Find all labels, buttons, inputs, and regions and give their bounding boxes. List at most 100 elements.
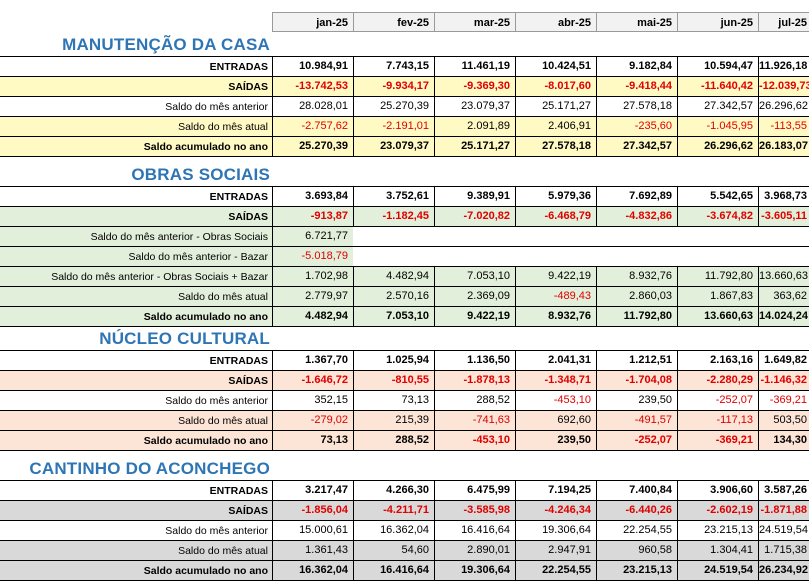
table-cell[interactable]: -1.704,08 bbox=[596, 371, 677, 390]
table-cell[interactable]: 503,50 bbox=[758, 411, 809, 430]
table-cell[interactable]: 16.362,04 bbox=[353, 521, 434, 540]
table-cell[interactable]: -1.646,72 bbox=[272, 371, 353, 390]
table-cell[interactable]: 5.979,36 bbox=[515, 187, 596, 206]
table-cell[interactable]: -235,60 bbox=[596, 117, 677, 136]
table-cell[interactable]: 2.947,91 bbox=[515, 541, 596, 560]
table-cell[interactable]: 1.361,43 bbox=[272, 541, 353, 560]
table-cell[interactable]: 13.660,63 bbox=[758, 267, 809, 286]
table-cell[interactable]: 2.890,01 bbox=[434, 541, 515, 560]
table-cell[interactable]: -369,21 bbox=[758, 391, 809, 410]
table-cell[interactable]: 2.091,89 bbox=[434, 117, 515, 136]
table-cell[interactable]: 23.079,37 bbox=[434, 97, 515, 116]
month-header[interactable]: mar-25 bbox=[434, 12, 515, 32]
table-cell[interactable]: 1.025,94 bbox=[353, 351, 434, 370]
table-cell[interactable]: 4.266,30 bbox=[353, 481, 434, 500]
table-cell[interactable]: 2.369,09 bbox=[434, 287, 515, 306]
table-cell[interactable]: 22.254,55 bbox=[596, 521, 677, 540]
table-cell[interactable]: 7.743,15 bbox=[353, 57, 434, 76]
table-cell[interactable]: 25.270,39 bbox=[353, 97, 434, 116]
row-label[interactable]: Saldo do mês atual bbox=[178, 291, 268, 303]
table-cell[interactable]: 23.215,13 bbox=[677, 521, 758, 540]
row-label[interactable]: Saldo do mês anterior - Bazar bbox=[128, 251, 268, 263]
table-cell[interactable]: -491,57 bbox=[596, 411, 677, 430]
table-cell[interactable]: 7.053,10 bbox=[434, 267, 515, 286]
table-cell[interactable] bbox=[677, 227, 758, 246]
row-label[interactable]: ENTRADAS bbox=[209, 191, 268, 203]
row-label[interactable]: Saldo do mês atual bbox=[178, 121, 268, 133]
table-cell[interactable]: 9.389,91 bbox=[434, 187, 515, 206]
table-cell[interactable]: 73,13 bbox=[272, 431, 353, 450]
table-cell[interactable]: -2.757,62 bbox=[272, 117, 353, 136]
table-cell[interactable]: 16.416,64 bbox=[353, 561, 434, 580]
month-header[interactable]: jun-25 bbox=[677, 12, 758, 32]
table-cell[interactable]: 19.306,64 bbox=[515, 521, 596, 540]
row-label[interactable]: Saldo do mês anterior bbox=[165, 101, 268, 113]
row-label[interactable]: Saldo do mês anterior - Obras Sociais + … bbox=[51, 271, 268, 283]
table-cell[interactable]: 23.215,13 bbox=[596, 561, 677, 580]
table-cell[interactable]: 288,52 bbox=[434, 391, 515, 410]
table-cell[interactable]: 26.234,92 bbox=[758, 561, 809, 580]
table-cell[interactable] bbox=[434, 227, 515, 246]
table-cell[interactable]: -7.020,82 bbox=[434, 207, 515, 226]
table-cell[interactable]: -252,07 bbox=[677, 391, 758, 410]
table-cell[interactable]: 19.306,64 bbox=[434, 561, 515, 580]
row-label[interactable]: SAÍDAS bbox=[228, 81, 268, 93]
table-cell[interactable]: -1.182,45 bbox=[353, 207, 434, 226]
table-cell[interactable]: 10.594,47 bbox=[677, 57, 758, 76]
table-cell[interactable]: -6.440,26 bbox=[596, 501, 677, 520]
table-cell[interactable]: -9.369,30 bbox=[434, 77, 515, 96]
table-cell[interactable]: 352,15 bbox=[272, 391, 353, 410]
table-cell[interactable]: -11.640,42 bbox=[677, 77, 758, 96]
table-cell[interactable]: 9.422,19 bbox=[515, 267, 596, 286]
table-cell[interactable]: 2.570,16 bbox=[353, 287, 434, 306]
row-label[interactable]: Saldo do mês anterior bbox=[165, 525, 268, 537]
table-cell[interactable] bbox=[515, 227, 596, 246]
table-cell[interactable]: -2.280,29 bbox=[677, 371, 758, 390]
table-cell[interactable]: 2.779,97 bbox=[272, 287, 353, 306]
table-cell[interactable]: 7.400,84 bbox=[596, 481, 677, 500]
table-cell[interactable]: -453,10 bbox=[434, 431, 515, 450]
table-cell[interactable]: 54,60 bbox=[353, 541, 434, 560]
row-label[interactable]: ENTRADAS bbox=[209, 61, 268, 73]
row-label[interactable]: Saldo acumulado no ano bbox=[143, 435, 268, 447]
table-cell[interactable]: 2.406,91 bbox=[515, 117, 596, 136]
table-cell[interactable]: 7.692,89 bbox=[596, 187, 677, 206]
table-cell[interactable] bbox=[596, 227, 677, 246]
table-cell[interactable]: -741,63 bbox=[434, 411, 515, 430]
table-cell[interactable]: -1.878,13 bbox=[434, 371, 515, 390]
table-cell[interactable]: -1.146,32 bbox=[758, 371, 809, 390]
table-cell[interactable]: 1.702,98 bbox=[272, 267, 353, 286]
row-label[interactable]: Saldo do mês anterior bbox=[165, 395, 268, 407]
table-cell[interactable]: -2.191,01 bbox=[353, 117, 434, 136]
table-cell[interactable]: 3.906,60 bbox=[677, 481, 758, 500]
table-cell[interactable]: 1.867,83 bbox=[677, 287, 758, 306]
table-cell[interactable]: 27.578,18 bbox=[596, 97, 677, 116]
table-cell[interactable]: -3.605,11 bbox=[758, 207, 809, 226]
table-cell[interactable]: 239,50 bbox=[515, 431, 596, 450]
table-cell[interactable]: 1.367,70 bbox=[272, 351, 353, 370]
table-cell[interactable]: 24.519,54 bbox=[758, 521, 809, 540]
table-cell[interactable]: 960,58 bbox=[596, 541, 677, 560]
table-cell[interactable]: 1.304,41 bbox=[677, 541, 758, 560]
row-label[interactable]: Saldo acumulado no ano bbox=[143, 141, 268, 153]
table-cell[interactable]: -6.468,79 bbox=[515, 207, 596, 226]
row-label[interactable]: Saldo acumulado no ano bbox=[143, 565, 268, 577]
table-cell[interactable]: 13.660,63 bbox=[677, 307, 758, 326]
table-cell[interactable]: -810,55 bbox=[353, 371, 434, 390]
row-label[interactable]: Saldo acumulado no ano bbox=[143, 311, 268, 323]
table-cell[interactable]: -2.602,19 bbox=[677, 501, 758, 520]
table-cell[interactable]: -117,13 bbox=[677, 411, 758, 430]
table-cell[interactable]: -279,02 bbox=[272, 411, 353, 430]
table-cell[interactable]: 28.028,01 bbox=[272, 97, 353, 116]
table-cell[interactable]: 8.932,76 bbox=[515, 307, 596, 326]
table-cell[interactable]: 3.693,84 bbox=[272, 187, 353, 206]
table-cell[interactable] bbox=[434, 247, 515, 266]
table-cell[interactable]: 9.182,84 bbox=[596, 57, 677, 76]
table-cell[interactable]: 3.752,61 bbox=[353, 187, 434, 206]
table-cell[interactable]: 6.721,77 bbox=[272, 227, 353, 246]
table-cell[interactable]: 16.416,64 bbox=[434, 521, 515, 540]
table-cell[interactable] bbox=[353, 247, 434, 266]
table-cell[interactable]: 3.587,26 bbox=[758, 481, 809, 500]
table-cell[interactable]: 1.212,51 bbox=[596, 351, 677, 370]
table-cell[interactable] bbox=[596, 247, 677, 266]
